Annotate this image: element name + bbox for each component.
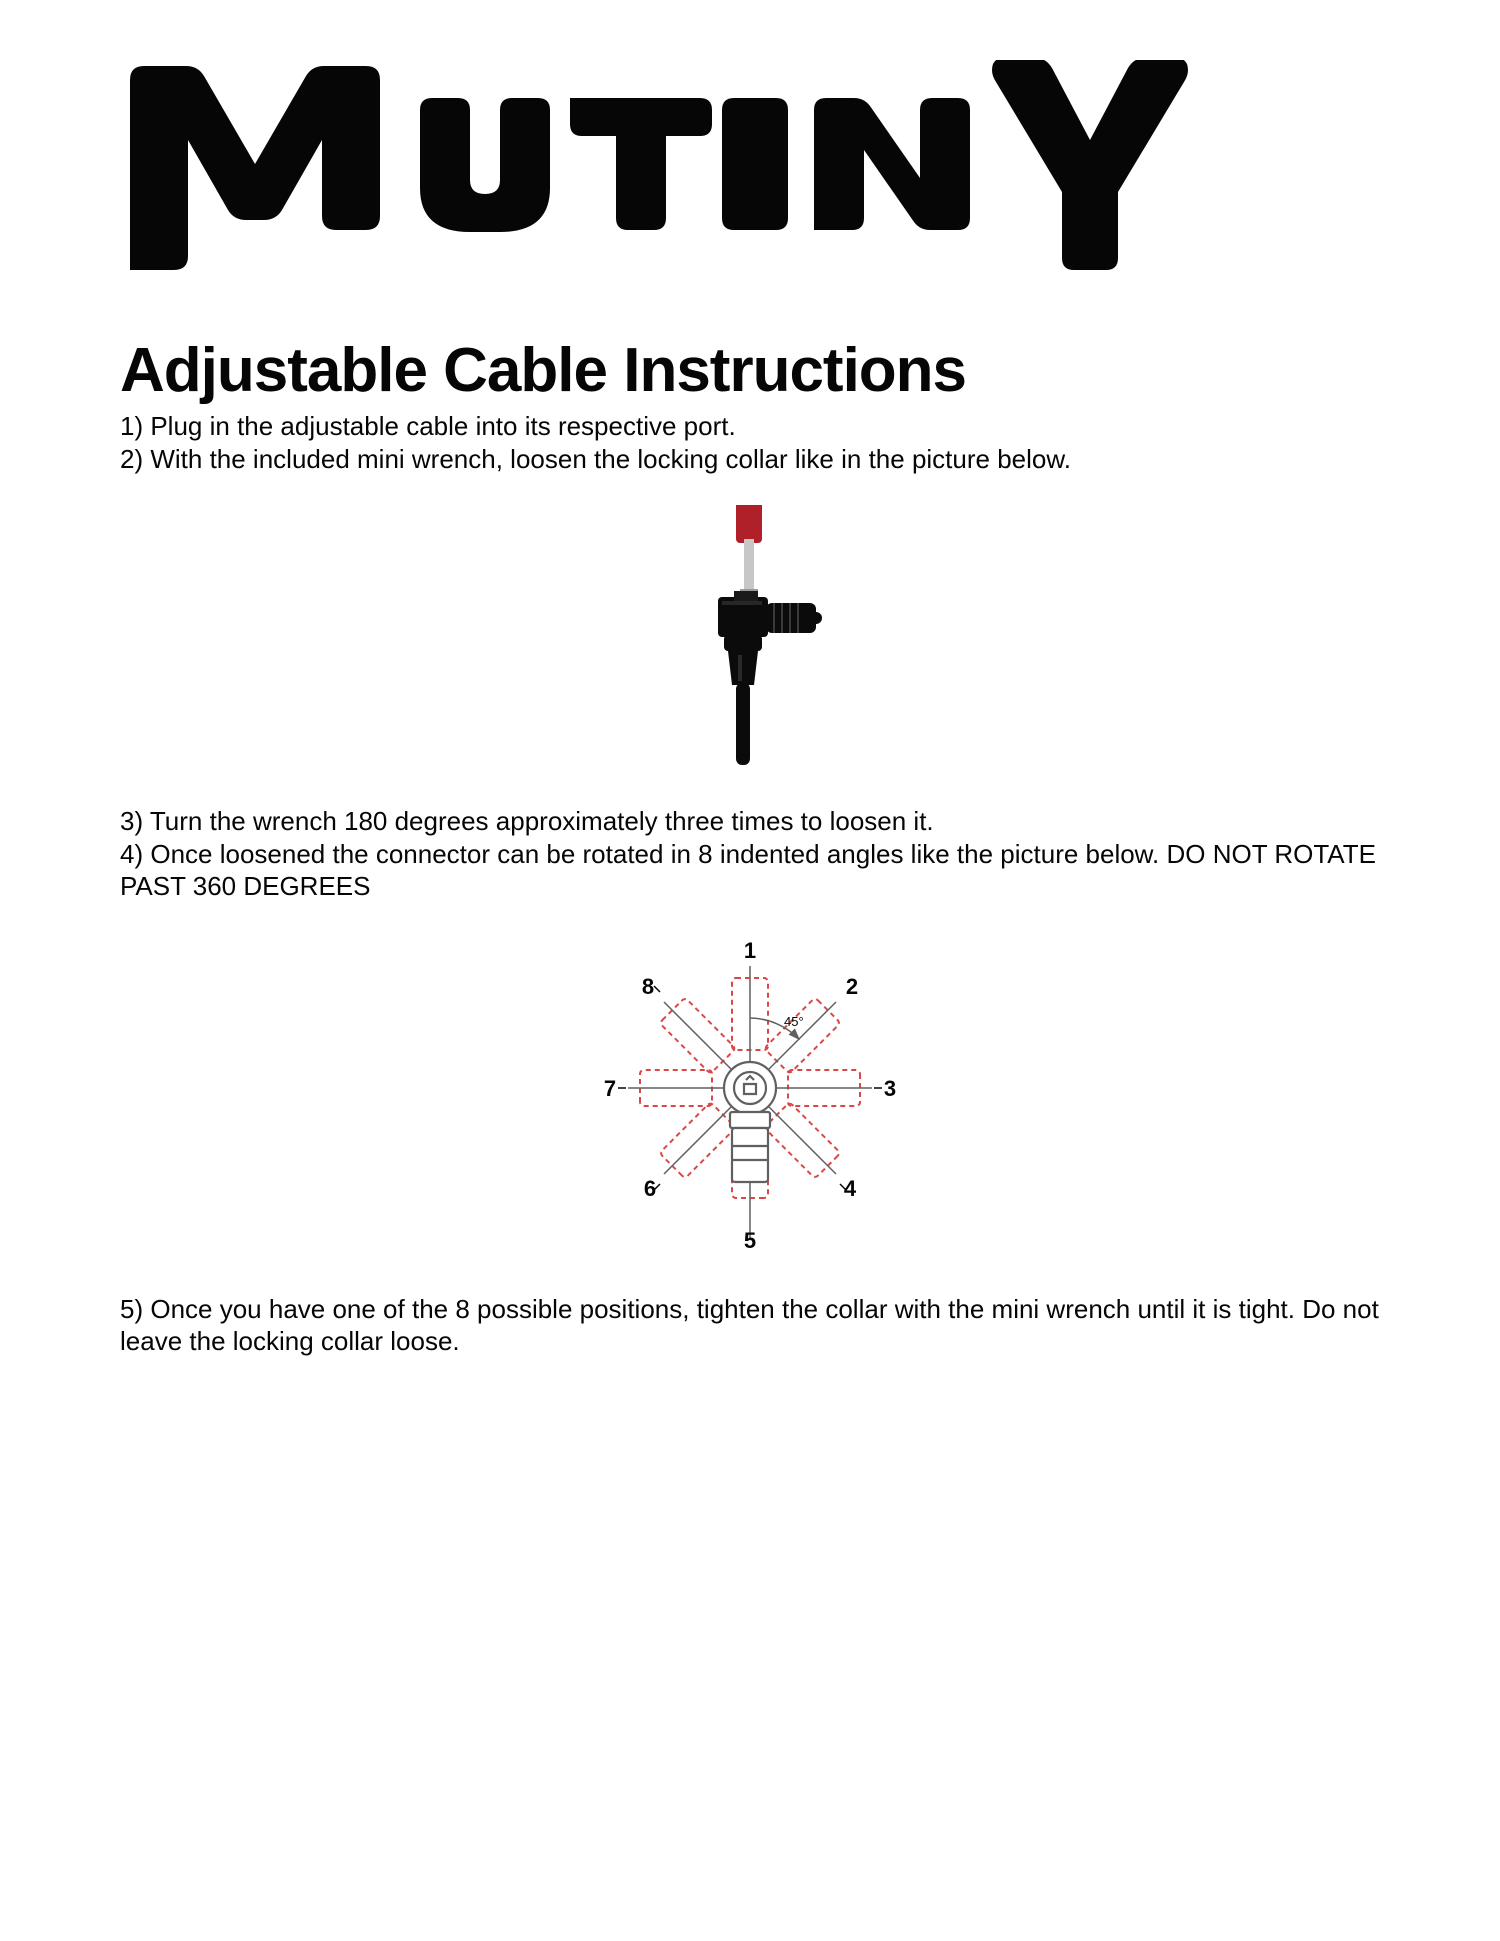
mutiny-logo-svg: [120, 60, 1220, 280]
pos-label-1: 1: [744, 938, 756, 963]
connector-photo-svg: [640, 505, 860, 765]
pos-label-2: 2: [846, 974, 858, 999]
pos-label-6: 6: [644, 1176, 656, 1201]
figure-rotation-diagram: 45° 1 2 3 4 5 6 7: [120, 933, 1380, 1253]
pos-label-7: 7: [604, 1076, 616, 1101]
figure-connector-photo: [120, 505, 1380, 765]
step-2: 2) With the included mini wrench, loosen…: [120, 443, 1380, 476]
step-5: 5) Once you have one of the 8 possible p…: [120, 1293, 1380, 1358]
step-1: 1) Plug in the adjustable cable into its…: [120, 410, 1380, 443]
pos-label-5: 5: [744, 1228, 756, 1253]
rotation-diagram-svg: 45° 1 2 3 4 5 6 7: [570, 933, 930, 1253]
step-3: 3) Turn the wrench 180 degrees approxima…: [120, 805, 1380, 838]
brand-logo: [120, 60, 1380, 285]
pos-label-4: 4: [844, 1176, 857, 1201]
instructions-block-1: 1) Plug in the adjustable cable into its…: [120, 410, 1380, 475]
instructions-block-2: 3) Turn the wrench 180 degrees approxima…: [120, 805, 1380, 903]
angle-label: 45°: [784, 1014, 804, 1029]
step-4: 4) Once loosened the connector can be ro…: [120, 838, 1380, 903]
page-title: Adjustable Cable Instructions: [120, 335, 1380, 406]
pos-label-3: 3: [884, 1076, 896, 1101]
pos-label-8: 8: [642, 974, 654, 999]
instructions-block-3: 5) Once you have one of the 8 possible p…: [120, 1293, 1380, 1358]
